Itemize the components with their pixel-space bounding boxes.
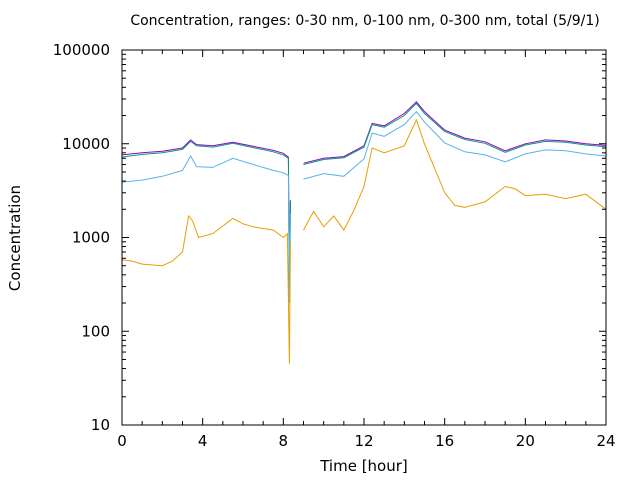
- y-tick-label: 100000: [53, 41, 110, 59]
- y-tick-label: 10000: [62, 135, 110, 153]
- x-axis-label: Time [hour]: [320, 457, 408, 475]
- x-tick-label: 20: [516, 432, 535, 450]
- plot-frame: [121, 49, 607, 426]
- x-tick-label: 12: [354, 432, 373, 450]
- y-tick-label: 1000: [72, 229, 110, 247]
- axes-layer: 0 4 8 12 16 20 24 10 100 1000 10000 100000: [53, 41, 616, 450]
- series-line-3: [121, 110, 607, 304]
- chart-title: Concentration, ranges: 0-30 nm, 0-100 nm…: [130, 13, 600, 29]
- x-tick-label: 4: [198, 432, 208, 450]
- series-line-4: [121, 118, 607, 364]
- series-line-1: [121, 101, 607, 294]
- x-tick-label: 0: [117, 432, 127, 450]
- x-tick-label: 16: [435, 432, 454, 450]
- series-line-2: [121, 102, 607, 304]
- x-tick-label: 8: [279, 432, 289, 450]
- y-tick-label: 10: [91, 416, 110, 434]
- y-tick-label: 100: [81, 322, 110, 340]
- series-layer: [121, 101, 607, 364]
- x-tick-label: 24: [596, 432, 615, 450]
